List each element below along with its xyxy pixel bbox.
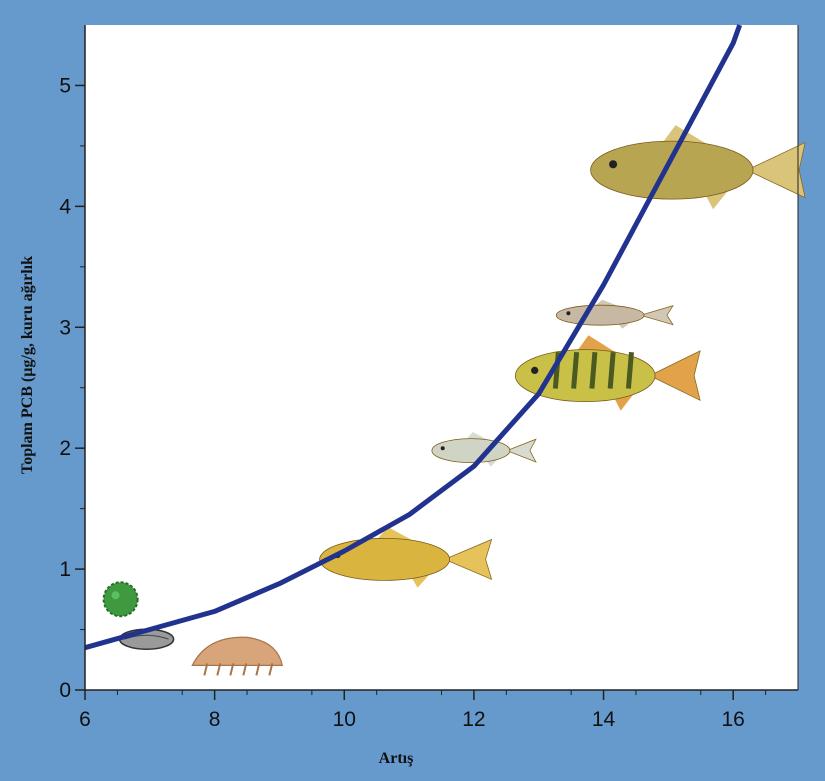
amphipod-body <box>191 636 284 667</box>
tail-fin <box>639 305 674 326</box>
cell-highlight <box>111 591 120 600</box>
amphipod-leg <box>216 663 222 676</box>
fish-eye <box>531 366 539 375</box>
tail-fin <box>745 141 806 199</box>
fish-eye <box>440 446 445 451</box>
walleye-fish-icon <box>590 125 806 210</box>
pcb-curve <box>84 24 743 651</box>
tail-fin <box>505 438 537 463</box>
amphipod-leg <box>268 663 274 676</box>
x-tick-label: 16 <box>722 708 745 731</box>
perch-stripe <box>571 351 580 389</box>
phytoplankton-icon <box>102 581 139 618</box>
amphipod-icon <box>191 636 284 676</box>
x-tick-label: 6 <box>79 708 91 731</box>
x-axis-title: Artış <box>379 750 414 767</box>
x-tick-label: 14 <box>592 708 616 731</box>
amphipod-leg <box>229 663 235 676</box>
perch-stripe <box>607 351 616 389</box>
y-tick-label: 4 <box>59 195 71 218</box>
y-tick-label: 1 <box>59 558 71 581</box>
fish-body <box>319 538 451 581</box>
amphipod-leg <box>255 663 261 676</box>
amphipod-leg <box>242 663 248 676</box>
fish-body <box>555 304 645 326</box>
y-tick-label: 5 <box>59 74 71 97</box>
cell-body <box>102 581 139 618</box>
perch-stripe <box>625 351 634 389</box>
y-axis-title: Toplam PCB (µg/g, kuru ağırlık <box>19 256 36 474</box>
tail-fin <box>648 350 701 402</box>
fish-body <box>590 140 754 200</box>
fish-body <box>514 349 656 403</box>
tail-fin <box>443 538 493 581</box>
perch-fish-icon <box>514 335 701 411</box>
perch-stripe <box>589 351 598 389</box>
x-tick-label: 12 <box>462 708 485 731</box>
y-tick-label: 3 <box>59 316 71 339</box>
fish-eye <box>566 311 571 316</box>
fish-eye <box>609 160 618 169</box>
y-tick-label: 2 <box>59 437 71 460</box>
smelt-fish-icon <box>555 299 674 329</box>
amphipod-leg <box>203 663 209 676</box>
y-tick-label: 0 <box>59 679 71 702</box>
x-tick-label: 10 <box>333 708 356 731</box>
x-tick-label: 8 <box>209 708 221 731</box>
